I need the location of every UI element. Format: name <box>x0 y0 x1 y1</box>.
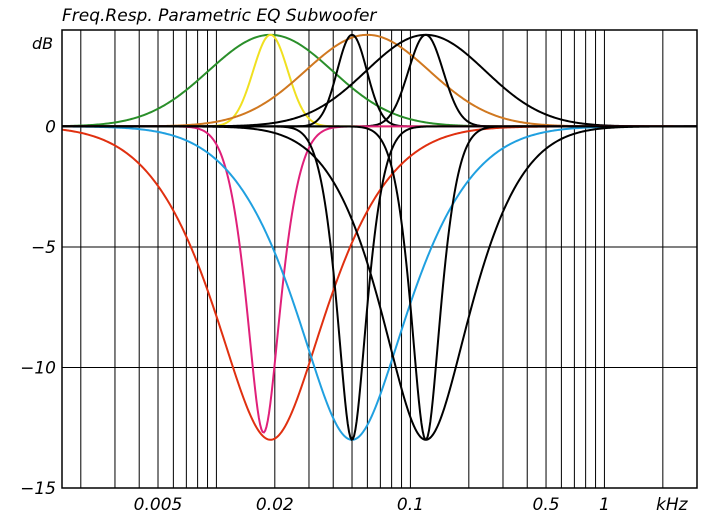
grid <box>62 30 697 488</box>
series-line-10 <box>62 125 697 441</box>
series-line-2 <box>62 33 697 128</box>
x-axis-unit-label: kHz <box>656 495 689 515</box>
series-line-9 <box>61 125 697 441</box>
y-tick-label: −15 <box>20 479 56 499</box>
series-line-4 <box>62 33 697 128</box>
y-tick-label: −5 <box>31 238 56 258</box>
chart-title: Freq.Resp. Parametric EQ Subwoofer <box>62 6 377 26</box>
x-tick-label: 1 <box>599 495 610 515</box>
series-line-1 <box>61 33 697 128</box>
series-line-3 <box>62 33 697 128</box>
series-line-11 <box>62 125 697 441</box>
x-tick-label: 0.1 <box>397 495 424 515</box>
series-line-12 <box>62 125 697 441</box>
x-tick-label: 0.005 <box>134 495 183 515</box>
series-line-6 <box>62 33 697 128</box>
plot-frame <box>61 29 698 489</box>
x-tick-label: 0.02 <box>256 495 294 515</box>
x-tick-label: 0.5 <box>533 495 560 515</box>
series-line-8 <box>62 125 697 434</box>
tick-labels: 0 −5 −10 −15 0.005 0.02 0.1 0.5 1 <box>20 117 610 515</box>
series-group <box>61 33 697 441</box>
y-tick-label: −10 <box>20 358 56 378</box>
y-axis-label: dB <box>32 34 53 53</box>
y-tick-label: 0 <box>45 117 56 137</box>
series-line-7 <box>61 125 697 441</box>
series-line-5 <box>62 33 697 128</box>
